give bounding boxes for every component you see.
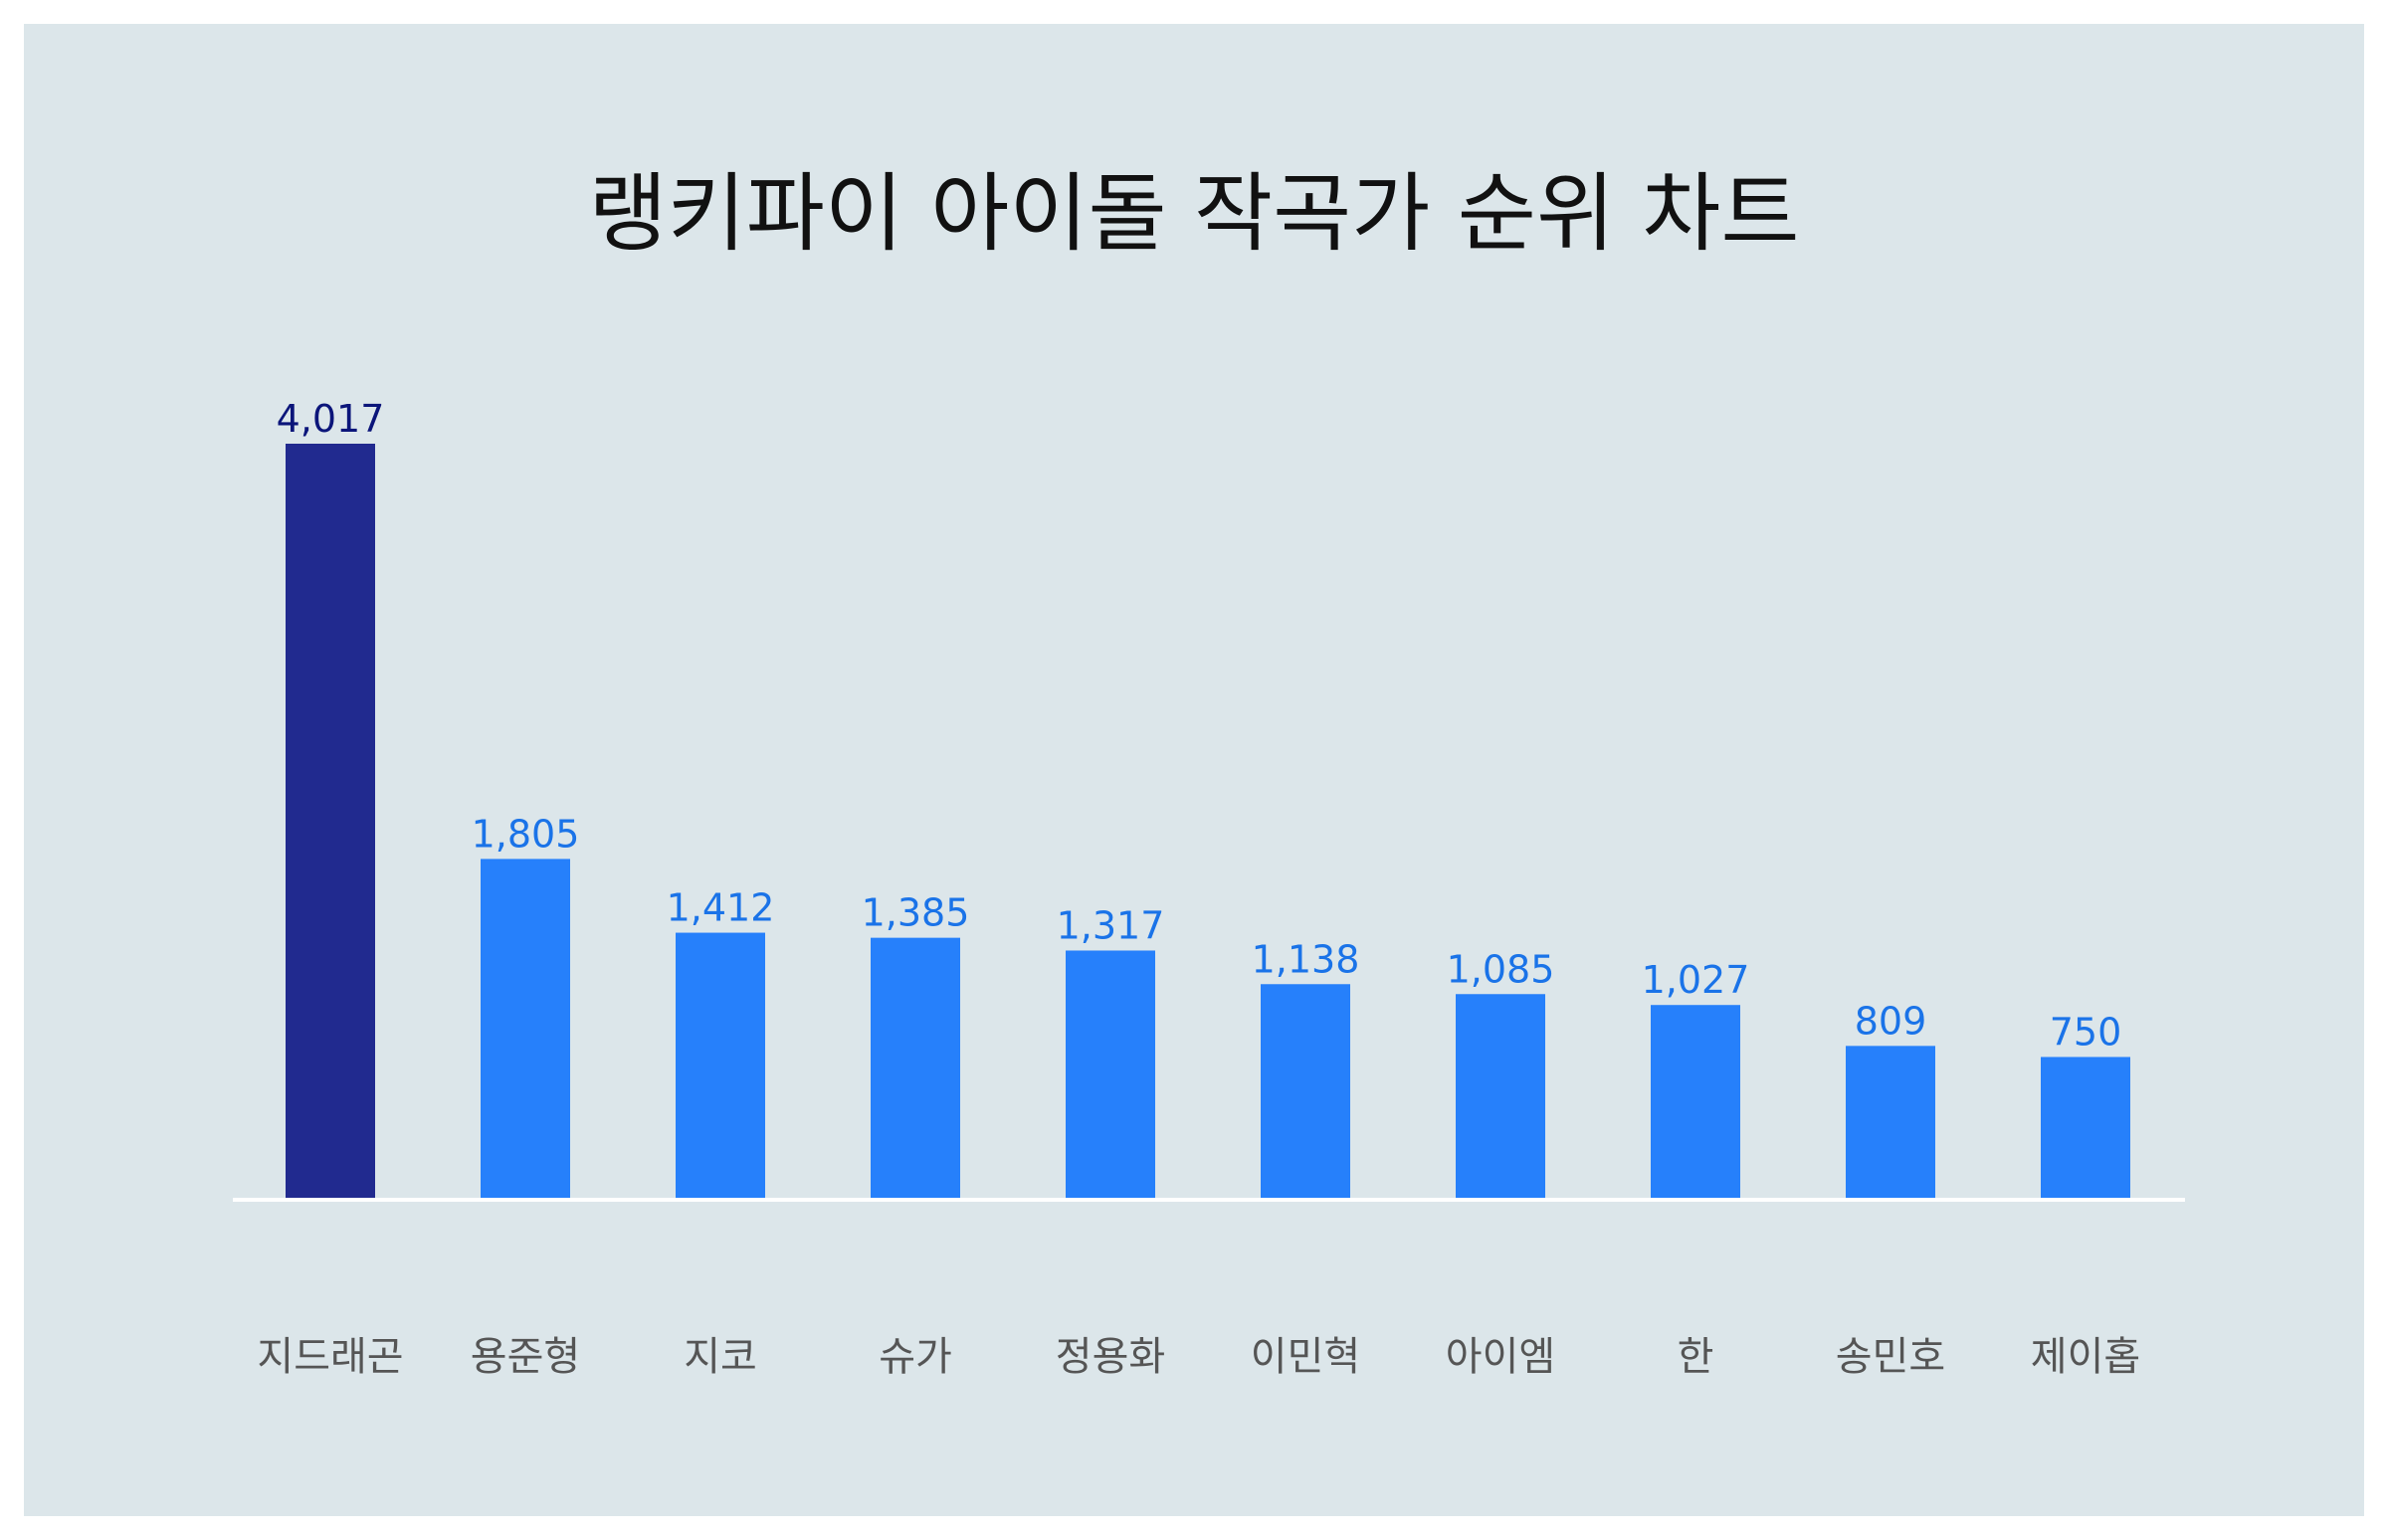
category-label-9: 제이홉 bbox=[2031, 1334, 2140, 1380]
category-label-7: 한 bbox=[1678, 1334, 1714, 1380]
value-label-3: 1,385 bbox=[862, 891, 970, 935]
bar-5 bbox=[1261, 984, 1350, 1198]
value-label-7: 1,027 bbox=[1642, 958, 1750, 1002]
category-label-4: 정용화 bbox=[1056, 1334, 1165, 1380]
value-label-0: 4,017 bbox=[277, 397, 385, 441]
bar-8 bbox=[1846, 1046, 1935, 1198]
bar-3 bbox=[871, 937, 960, 1198]
category-label-6: 아이엠 bbox=[1446, 1334, 1555, 1380]
bar-0 bbox=[286, 444, 375, 1198]
value-label-2: 1,412 bbox=[667, 886, 775, 930]
bars-group bbox=[286, 444, 2130, 1198]
category-label-0: 지드래곤 bbox=[257, 1334, 403, 1380]
bar-6 bbox=[1456, 994, 1545, 1198]
chart-panel: 랭키파이 아이돌 작곡가 순위 차트 4,017 1,805 1,412 1,385 1… bbox=[24, 24, 2364, 1516]
value-label-8: 809 bbox=[1855, 999, 1927, 1043]
value-label-9: 750 bbox=[2050, 1010, 2122, 1054]
value-label-5: 1,138 bbox=[1252, 937, 1360, 981]
category-label-1: 용준형 bbox=[471, 1334, 580, 1380]
category-label-2: 지코 bbox=[684, 1334, 757, 1380]
bar-9 bbox=[2041, 1057, 2130, 1198]
value-label-1: 1,805 bbox=[472, 812, 580, 856]
value-label-6: 1,085 bbox=[1447, 947, 1555, 991]
category-labels-group: 지드래곤 용준형 지코 슈가 정용화 이민혁 아이엠 한 송민호 제이홉 bbox=[257, 1334, 2140, 1380]
category-label-3: 슈가 bbox=[879, 1334, 952, 1380]
value-labels-group: 4,017 1,805 1,412 1,385 1,317 1,138 1,085 1,027… bbox=[277, 397, 2122, 1054]
bar-2 bbox=[676, 932, 765, 1198]
category-label-8: 송민호 bbox=[1836, 1334, 1945, 1380]
bar-1 bbox=[481, 859, 570, 1198]
category-label-5: 이민혁 bbox=[1251, 1334, 1360, 1380]
bar-7 bbox=[1651, 1005, 1740, 1198]
chart-title: 랭키파이 아이돌 작곡가 순위 차트 bbox=[588, 164, 1800, 264]
bar-chart: 4,017 1,805 1,412 1,385 1,317 1,138 1,085 1,027… bbox=[233, 397, 2185, 1380]
value-label-4: 1,317 bbox=[1057, 903, 1165, 947]
bar-4 bbox=[1066, 950, 1155, 1198]
